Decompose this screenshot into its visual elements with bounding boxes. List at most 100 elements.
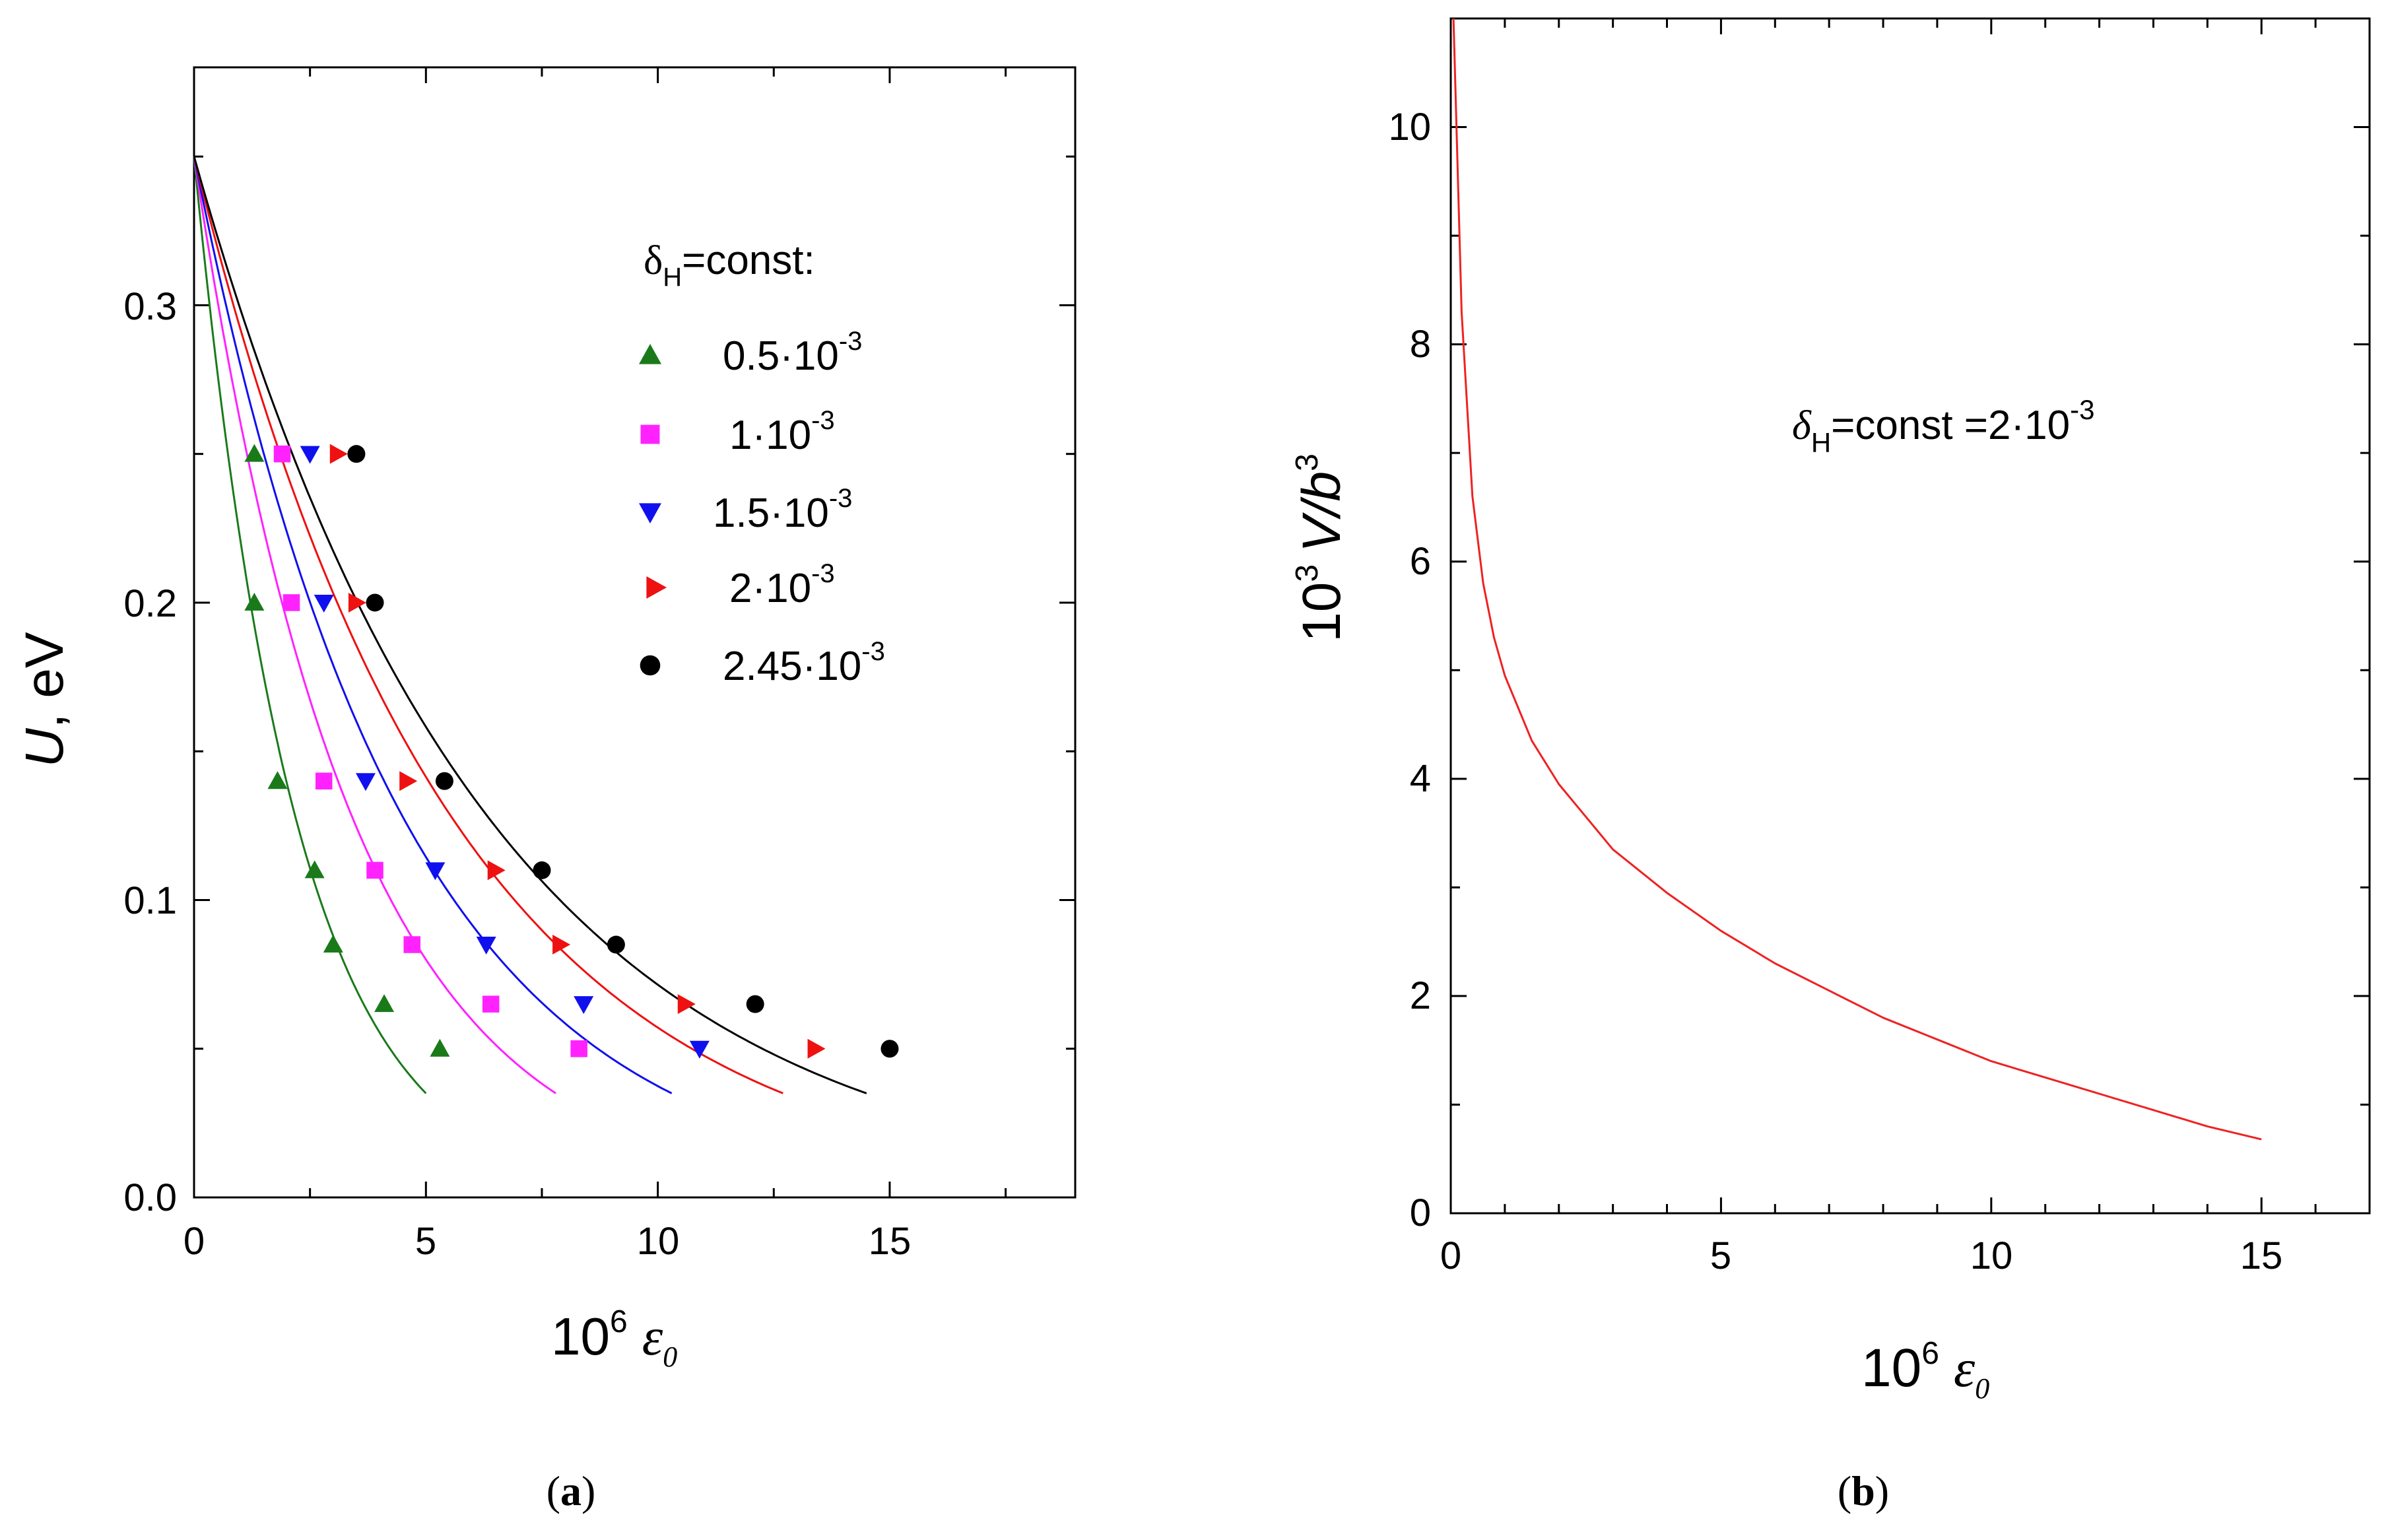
panel-a-caption-open: ( — [547, 1467, 560, 1514]
a-point-series-3-6 — [807, 1038, 826, 1059]
b-curve-series-0 — [1452, 18, 2262, 1141]
a-point-series-4-4 — [607, 935, 625, 954]
panel-b-caption-letter: b — [1851, 1467, 1875, 1514]
a-ytick-label-2: 0.2 — [123, 582, 177, 625]
a-point-series-2-4 — [476, 937, 496, 955]
a-curve-series-1 — [193, 156, 556, 1094]
a-point-series-1-5 — [482, 995, 500, 1013]
a-point-series-2-2 — [355, 773, 376, 791]
b-ylabel-pre-exp: 3 — [1290, 564, 1325, 582]
panel-a-y-tick-labels: 0.0 0.1 0.2 0.3 — [123, 285, 177, 1219]
b-annotation-exp: -3 — [2070, 394, 2094, 425]
a-point-series-4-0 — [347, 445, 366, 463]
b-ylabel-var: V/b — [1292, 471, 1352, 552]
a-point-series-3-3 — [487, 860, 506, 881]
a-point-series-2-5 — [574, 996, 594, 1015]
legend-label-3-exp: -3 — [811, 559, 835, 588]
panel-b-curves — [1452, 18, 2262, 1141]
legend-label-4-base: 2.45·10 — [723, 644, 861, 689]
a-point-series-0-3 — [304, 860, 325, 879]
panel-a-x-tick-labels: 0 5 10 15 — [183, 1220, 911, 1263]
a-ytick-label-3: 0.3 — [123, 285, 177, 328]
a-xtick-label-10: 10 — [637, 1220, 680, 1263]
a-ylabel-var: U — [15, 728, 75, 768]
b-xtick-label-0: 0 — [1440, 1234, 1461, 1277]
a-point-series-3-0 — [329, 444, 348, 464]
a-xtick-label-15: 15 — [869, 1220, 912, 1263]
panel-b: 0 5 10 15 0 2 4 6 8 10 106 ε0 103V/b3 δH=… — [1290, 17, 2371, 1514]
b-annotation-rest: =const =2·10 — [1831, 403, 2070, 448]
b-xlabel-var: ε — [1954, 1338, 1976, 1398]
legend-label-3-base: 2·10 — [729, 566, 811, 611]
panel-b-x-tick-labels: 0 5 10 15 — [1440, 1234, 2282, 1277]
legend-title-rest: =const: — [682, 238, 815, 283]
legend-label-1-exp: -3 — [811, 406, 835, 435]
panel-a-points — [244, 444, 899, 1059]
a-point-series-0-1 — [244, 592, 265, 611]
a-xtick-label-5: 5 — [415, 1220, 436, 1263]
panel-b-caption: (b) — [1838, 1467, 1889, 1514]
b-xlabel: 106 ε0 — [1861, 1336, 1989, 1405]
legend-label-4-exp: -3 — [861, 637, 885, 666]
a-point-series-4-3 — [533, 861, 551, 879]
panel-b-plot-frame — [1449, 17, 2371, 1215]
panel-b-y-tick-labels: 0 2 4 6 8 10 — [1388, 106, 1431, 1234]
panel-a: 0 5 10 15 0.0 0.1 0.2 0.3 106 ε0 U, eV δH… — [15, 66, 1077, 1514]
legend-marker-4 — [640, 655, 661, 676]
legend-marker-2 — [639, 503, 661, 523]
a-point-series-1-0 — [273, 445, 291, 463]
b-xtick-label-5: 5 — [1710, 1234, 1731, 1277]
a-point-series-0-0 — [244, 444, 265, 462]
legend-label-0-exp: -3 — [839, 327, 863, 356]
legend-label-3: 2·10-3 — [729, 559, 835, 611]
b-annotation-sub: H — [1811, 427, 1831, 458]
legend-marker-1 — [640, 424, 660, 444]
b-ylabel-var-exp: 3 — [1290, 453, 1325, 471]
panel-a-plot-frame — [193, 66, 1077, 1199]
a-xlabel: 106 ε0 — [551, 1304, 677, 1373]
legend-label-4: 2.45·10-3 — [723, 637, 885, 689]
b-ylabel: 103V/b3 — [1290, 453, 1352, 642]
a-point-series-2-1 — [314, 594, 334, 613]
a-point-series-4-6 — [880, 1040, 899, 1058]
panel-a-caption: (a) — [547, 1467, 596, 1514]
legend-label-2: 1.5·10-3 — [713, 484, 852, 536]
legend-label-0-base: 0.5·10 — [723, 333, 839, 379]
a-ytick-label-1: 0.1 — [123, 879, 177, 922]
a-point-series-3-5 — [677, 994, 696, 1015]
a-xlabel-var: ε — [642, 1308, 663, 1366]
a-xlabel-exp: 6 — [610, 1304, 628, 1339]
a-point-series-4-2 — [435, 772, 453, 790]
a-point-series-1-6 — [570, 1040, 587, 1057]
b-ylabel-pre: 10 — [1292, 582, 1352, 642]
legend-label-1: 1·10-3 — [729, 406, 835, 458]
panel-a-caption-close: ) — [581, 1467, 595, 1514]
legend-label-2-exp: -3 — [829, 484, 853, 513]
panel-a-curves — [193, 156, 867, 1094]
b-ytick-label-8: 8 — [1410, 323, 1431, 366]
a-curve-series-0 — [193, 156, 427, 1094]
a-curve-series-2 — [193, 156, 673, 1094]
a-point-series-0-5 — [374, 994, 395, 1013]
a-point-series-2-0 — [300, 446, 320, 464]
a-point-series-1-4 — [403, 936, 420, 953]
a-point-series-2-6 — [689, 1040, 710, 1059]
legend-title: δH=const: — [644, 238, 815, 292]
panel-a-ticks — [193, 67, 1075, 1199]
b-xtick-label-15: 15 — [2240, 1234, 2283, 1277]
b-ytick-label-10: 10 — [1388, 106, 1431, 149]
b-ytick-label-6: 6 — [1410, 540, 1431, 583]
b-ytick-label-4: 4 — [1410, 757, 1431, 800]
legend-title-sub: H — [663, 263, 682, 292]
legend-marker-0 — [639, 344, 661, 364]
legend-title-main: δ — [644, 238, 663, 283]
a-point-series-3-2 — [399, 771, 418, 791]
legend-label-1-base: 1·10 — [729, 413, 811, 458]
a-point-series-0-4 — [323, 935, 343, 953]
a-ylabel-rest: , eV — [15, 632, 75, 728]
a-curve-series-4 — [193, 156, 867, 1094]
a-point-series-1-2 — [315, 772, 333, 790]
a-point-series-2-3 — [425, 862, 446, 881]
legend-markers — [639, 344, 667, 676]
legend-marker-3 — [646, 576, 667, 599]
